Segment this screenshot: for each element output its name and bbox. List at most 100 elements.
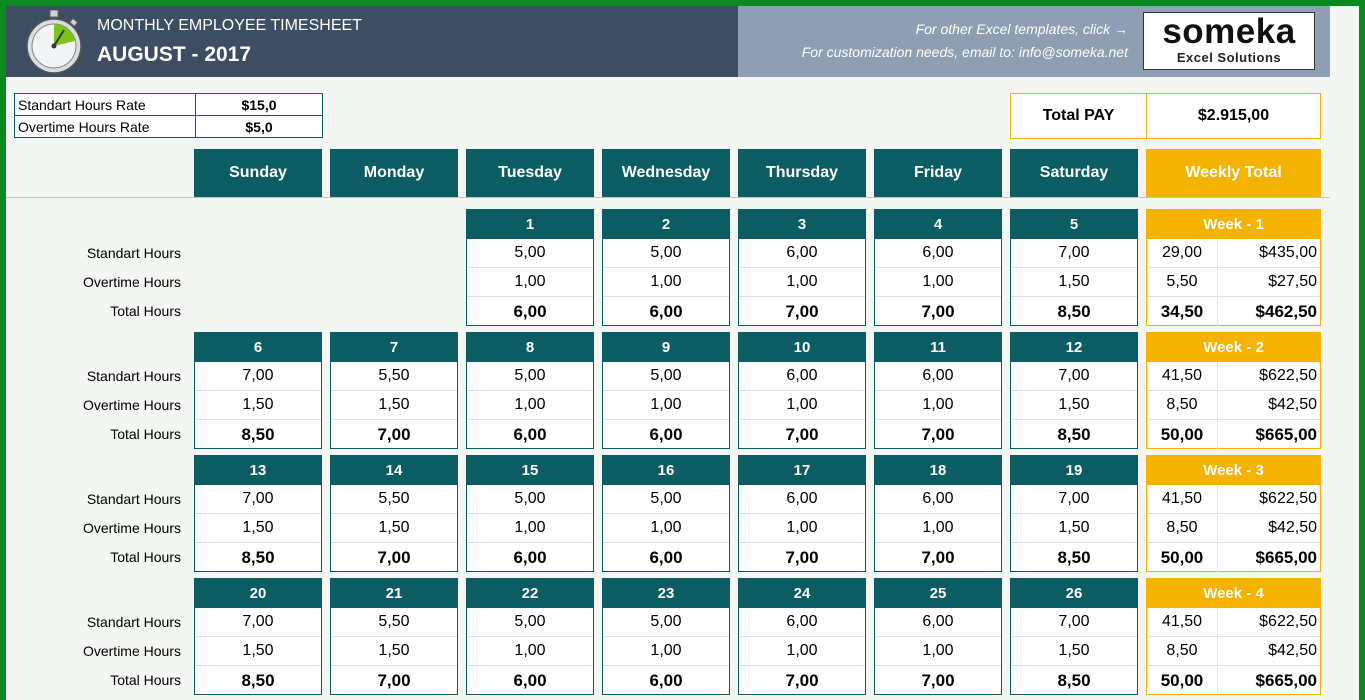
standard-hours-cell[interactable]: 5,50 (331, 485, 457, 514)
overtime-hours-cell[interactable]: 1,50 (195, 637, 321, 666)
day-block: 11 6,00 1,00 7,00 (874, 332, 1002, 449)
overtime-hours-cell[interactable]: 1,00 (739, 268, 865, 297)
overtime-hours-cell[interactable]: 1,50 (331, 391, 457, 420)
total-pay-value[interactable]: $2.915,00 (1197, 107, 1270, 124)
standard-hours-cell[interactable]: 5,00 (467, 362, 593, 391)
standard-hours-cell[interactable]: 7,00 (195, 485, 321, 514)
standard-hours-cell[interactable]: 7,00 (1011, 485, 1137, 514)
standard-hours-cell[interactable]: 6,00 (739, 608, 865, 637)
day-number: 9 (603, 333, 729, 362)
overtime-hours-cell[interactable]: 1,50 (1011, 514, 1137, 543)
header-monday: Monday (330, 149, 458, 197)
overtime-hours-cell[interactable]: 1,00 (603, 514, 729, 543)
week-total-row: 34,50 $462,50 (1147, 297, 1320, 326)
total-hours-cell: 8,50 (241, 670, 275, 690)
standard-hours-cell[interactable]: 7,00 (1011, 608, 1137, 637)
week-label: Week - 3 (1147, 456, 1320, 485)
day-number: 5 (1011, 210, 1137, 239)
standard-hours-cell[interactable]: 7,00 (195, 362, 321, 391)
overtime-hours-cell[interactable]: 1,00 (739, 637, 865, 666)
header-wednesday: Wednesday (602, 149, 730, 197)
standard-hours-cell[interactable]: 6,00 (875, 608, 1001, 637)
total-hours-label: Total Hours (110, 303, 181, 319)
overtime-hours-cell[interactable]: 1,00 (875, 514, 1001, 543)
total-hours-cell: 7,00 (785, 547, 819, 567)
logo-wordmark: someka (1162, 12, 1296, 51)
overtime-hours-cell[interactable]: 1,00 (467, 268, 593, 297)
total-hours-cell: 7,00 (785, 301, 819, 321)
overtime-hours-label: Overtime Hours (82, 520, 181, 536)
standard-hours-cell[interactable]: 6,00 (739, 362, 865, 391)
someka-logo[interactable]: someka Excel Solutions (1143, 12, 1315, 70)
week-hours-cell: 41,50 (1147, 608, 1218, 636)
overtime-hours-cell[interactable]: 1,00 (875, 391, 1001, 420)
day-block: 21 5,50 1,50 7,00 (330, 578, 458, 695)
week-summary: Week - 3 41,50 $622,50 8,50 $42,50 50,00 $665,… (1146, 455, 1321, 572)
overtime-rate-cell[interactable]: $5,0 (195, 115, 323, 138)
standard-hours-cell[interactable]: 5,00 (603, 362, 729, 391)
day-block: 26 7,00 1,50 8,50 (1010, 578, 1138, 695)
standard-hours-cell[interactable]: 7,00 (1011, 239, 1137, 268)
day-number: 14 (331, 456, 457, 485)
standard-hours-cell[interactable]: 5,00 (467, 485, 593, 514)
header-thursday: Thursday (738, 149, 866, 197)
overtime-hours-cell[interactable]: 1,50 (1011, 637, 1137, 666)
total-hours-cell: 6,00 (649, 547, 683, 567)
standard-hours-cell[interactable]: 5,00 (603, 485, 729, 514)
header-tuesday: Tuesday (466, 149, 594, 197)
overtime-hours-cell[interactable]: 1,50 (195, 391, 321, 420)
week-hours-cell: 41,50 (1147, 362, 1218, 390)
overtime-hours-cell[interactable]: 1,50 (195, 514, 321, 543)
day-block: 18 6,00 1,00 7,00 (874, 455, 1002, 572)
week-hours-cell: 5,50 (1147, 268, 1218, 296)
week-overtime-row: 8,50 $42,50 (1147, 514, 1320, 543)
standard-hours-cell[interactable]: 5,00 (603, 608, 729, 637)
week-pay-cell: $665,00 (1255, 670, 1317, 690)
day-block: 14 5,50 1,50 7,00 (330, 455, 458, 572)
week-standard-row: 29,00 $435,00 (1147, 239, 1320, 268)
standard-hours-cell[interactable]: 7,00 (195, 608, 321, 637)
overtime-hours-cell[interactable]: 1,00 (739, 391, 865, 420)
overtime-hours-cell[interactable]: 1,00 (467, 514, 593, 543)
overtime-hours-cell[interactable]: 1,00 (603, 637, 729, 666)
standard-hours-cell[interactable]: 5,00 (467, 239, 593, 268)
week-pay-cell: $622,50 (1259, 490, 1317, 507)
overtime-hours-cell[interactable]: 1,50 (331, 514, 457, 543)
overtime-hours-cell[interactable]: 1,00 (739, 514, 865, 543)
week-pay-cell: $665,00 (1255, 424, 1317, 444)
overtime-rate-row: Overtime Hours Rate $5,0 (14, 115, 323, 138)
total-hours-cell: 6,00 (649, 670, 683, 690)
app-title: MONTHLY EMPLOYEE TIMESHEET (97, 17, 362, 34)
day-number: 4 (875, 210, 1001, 239)
email-link[interactable]: For customization needs, email to: info@… (801, 44, 1128, 60)
standard-hours-cell[interactable]: 7,00 (1011, 362, 1137, 391)
day-block: 4 6,00 1,00 7,00 (874, 209, 1002, 326)
day-number: 1 (467, 210, 593, 239)
overtime-hours-cell[interactable]: 1,00 (875, 637, 1001, 666)
standard-rate-cell[interactable]: $15,0 (195, 93, 323, 116)
standard-hours-cell[interactable]: 6,00 (875, 485, 1001, 514)
rate-label: Standart Hours Rate (14, 93, 196, 116)
overtime-hours-cell[interactable]: 1,00 (467, 637, 593, 666)
overtime-hours-cell[interactable]: 1,00 (467, 391, 593, 420)
standard-hours-cell[interactable]: 6,00 (739, 485, 865, 514)
overtime-hours-cell[interactable]: 1,50 (1011, 391, 1137, 420)
overtime-hours-cell[interactable]: 1,00 (875, 268, 1001, 297)
templates-link[interactable]: For other Excel templates, click → (915, 21, 1128, 37)
total-hours-cell: 6,00 (649, 424, 683, 444)
standard-hours-cell[interactable]: 6,00 (875, 239, 1001, 268)
overtime-hours-cell[interactable]: 1,50 (1011, 268, 1137, 297)
overtime-hours-cell[interactable]: 1,00 (603, 268, 729, 297)
stopwatch-icon (26, 10, 82, 74)
standard-hours-cell[interactable]: 5,00 (467, 608, 593, 637)
standard-hours-cell[interactable]: 6,00 (739, 239, 865, 268)
standard-hours-cell[interactable]: 5,50 (331, 608, 457, 637)
standard-hours-cell[interactable]: 5,50 (331, 362, 457, 391)
week-standard-row: 41,50 $622,50 (1147, 608, 1320, 637)
week-pay-cell: $622,50 (1259, 613, 1317, 630)
standard-hours-cell[interactable]: 6,00 (875, 362, 1001, 391)
standard-hours-cell[interactable]: 5,00 (603, 239, 729, 268)
overtime-hours-cell[interactable]: 1,00 (603, 391, 729, 420)
overtime-hours-cell[interactable]: 1,50 (331, 637, 457, 666)
day-number: 3 (739, 210, 865, 239)
